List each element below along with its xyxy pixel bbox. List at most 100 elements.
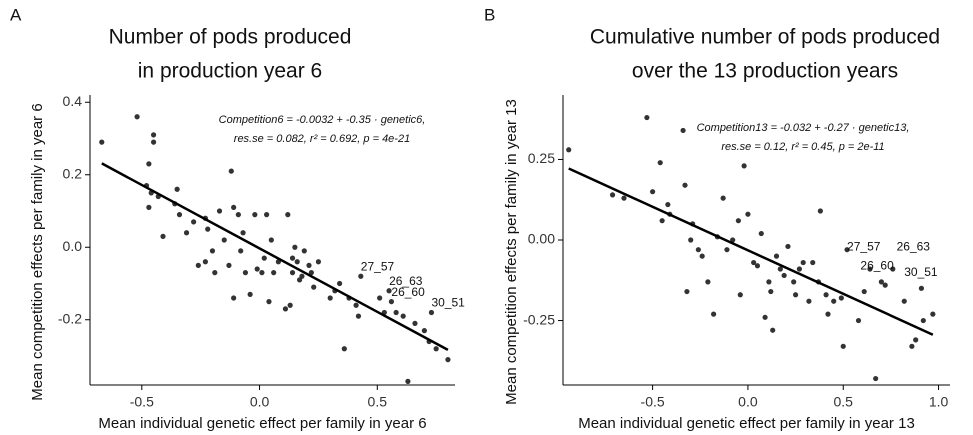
point (861, 288, 867, 295)
point (268, 237, 274, 243)
point (150, 132, 157, 138)
point (840, 343, 846, 349)
point (665, 201, 671, 208)
point (99, 139, 105, 145)
point (913, 337, 919, 343)
y-tick-label: -0.2 (58, 310, 82, 326)
point-label: 27_57 (361, 259, 395, 273)
chart-title: in production year 6 (138, 60, 322, 83)
point-label: 27_57 (847, 239, 881, 253)
chart-title: Cumulative number of pods produced (590, 26, 940, 49)
point (315, 259, 322, 265)
point (810, 259, 816, 266)
point (751, 259, 757, 266)
point (920, 317, 926, 324)
point (838, 295, 844, 301)
point (688, 237, 694, 243)
point (216, 208, 223, 214)
point (174, 186, 180, 192)
point (209, 248, 216, 254)
point (644, 114, 650, 121)
point-label: 26_60 (391, 285, 425, 299)
point (386, 288, 392, 294)
x-tick-label: 1.0 (929, 394, 949, 410)
point (235, 212, 241, 218)
equation: Competition13 = -0.032 + -0.27 · genetic… (697, 122, 910, 134)
point (252, 212, 258, 218)
point (659, 218, 665, 224)
point (146, 204, 152, 210)
point (294, 259, 300, 265)
point (445, 357, 451, 363)
point (609, 192, 616, 198)
point (711, 311, 717, 317)
point (221, 237, 227, 243)
point (202, 259, 208, 265)
point (806, 298, 812, 304)
y-axis-label: Mean competition effects per family in y… (503, 99, 520, 405)
x-axis-label: Mean individual genetic effect per famil… (98, 415, 426, 432)
point (261, 255, 267, 261)
point (918, 285, 925, 291)
point-label: 30_51 (431, 296, 465, 310)
y-tick-label: -0.25 (523, 311, 555, 327)
point (768, 288, 774, 295)
point (353, 302, 359, 308)
point (800, 259, 806, 266)
point (855, 317, 862, 324)
y-tick-label: 0.00 (528, 231, 555, 247)
point (134, 114, 140, 120)
point (873, 375, 879, 382)
point (909, 343, 915, 349)
point (231, 204, 237, 210)
point (176, 212, 183, 218)
point (621, 195, 627, 201)
point (299, 273, 305, 279)
point (684, 288, 690, 295)
point (327, 295, 333, 301)
point (878, 279, 884, 285)
point (737, 292, 743, 298)
point (882, 282, 888, 288)
point (770, 327, 776, 333)
point (337, 280, 343, 287)
point (405, 378, 411, 384)
point (238, 248, 244, 254)
point (930, 311, 936, 317)
point (745, 211, 751, 217)
point (720, 195, 726, 201)
point (205, 226, 211, 232)
point (566, 147, 572, 153)
point (796, 266, 802, 272)
point (741, 163, 747, 169)
point (844, 247, 850, 253)
point (724, 247, 730, 253)
point (657, 160, 663, 166)
x-tick-label: 0.0 (738, 394, 758, 410)
chart-title: Number of pods produced (109, 26, 352, 49)
point (792, 292, 799, 298)
point (160, 233, 166, 239)
point (191, 219, 197, 225)
point (817, 208, 823, 214)
point (785, 243, 791, 250)
point-label: 30_51 (904, 265, 938, 279)
point (212, 270, 218, 276)
point (890, 266, 896, 272)
point (183, 230, 190, 236)
point (301, 248, 307, 254)
regression-line (101, 162, 449, 352)
point (285, 212, 291, 218)
point (377, 295, 383, 301)
point (311, 284, 317, 290)
point-label: 26_63 (897, 239, 931, 253)
point (695, 247, 701, 253)
point (341, 346, 347, 352)
point (289, 270, 296, 276)
point (308, 270, 314, 276)
point (777, 266, 783, 272)
y-tick-label: 0.25 (528, 150, 555, 166)
point (791, 279, 797, 285)
point (412, 320, 418, 326)
